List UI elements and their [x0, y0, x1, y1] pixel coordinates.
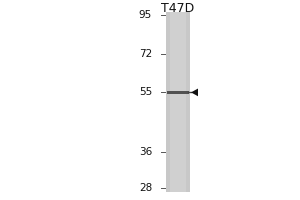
Bar [167, 91, 189, 94]
Text: 55: 55 [139, 87, 152, 97]
Polygon shape [191, 89, 198, 96]
Bar [166, 12, 190, 192]
Bar [170, 12, 186, 192]
Text: 72: 72 [139, 49, 152, 59]
Text: T47D: T47D [161, 1, 195, 15]
Text: 36: 36 [139, 147, 152, 157]
Text: 95: 95 [139, 10, 152, 20]
Text: 28: 28 [139, 183, 152, 193]
